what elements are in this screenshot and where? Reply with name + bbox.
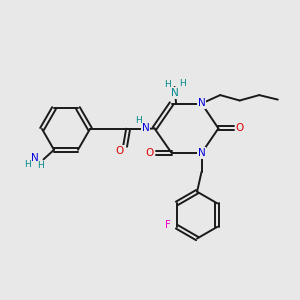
Text: O: O xyxy=(236,123,244,134)
Text: N: N xyxy=(198,98,206,109)
Text: N: N xyxy=(142,123,149,134)
Text: N: N xyxy=(31,153,39,163)
Text: H: H xyxy=(164,80,170,89)
Text: H: H xyxy=(179,80,186,88)
Text: N: N xyxy=(198,148,206,158)
Text: O: O xyxy=(146,148,154,158)
Text: H: H xyxy=(136,116,142,125)
Text: H: H xyxy=(37,161,44,170)
Text: F: F xyxy=(166,220,171,230)
Text: H: H xyxy=(25,160,31,169)
Text: O: O xyxy=(116,146,124,156)
Text: N: N xyxy=(171,88,178,98)
